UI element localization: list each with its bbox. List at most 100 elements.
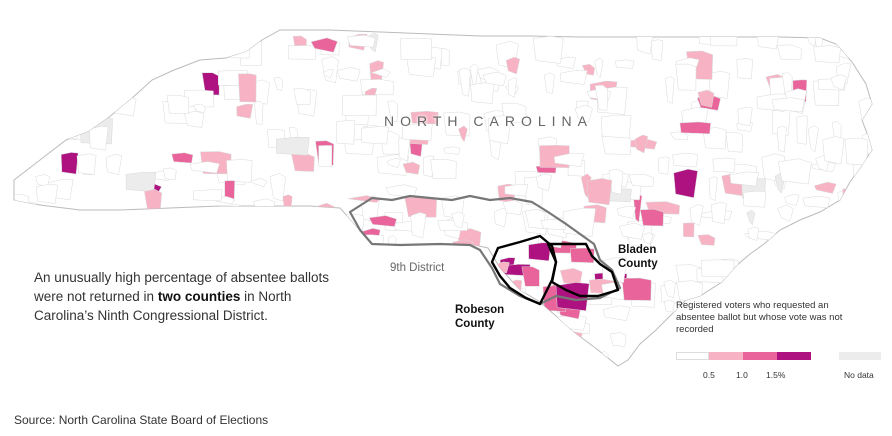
- precinct-shape: [363, 295, 390, 321]
- precinct-shape: [556, 56, 576, 69]
- precinct-shape: [252, 198, 276, 213]
- precinct-shape: [574, 104, 593, 123]
- precinct-shape: [105, 154, 123, 176]
- precinct-shape: [458, 125, 468, 143]
- precinct-shape: [866, 35, 872, 58]
- precinct-shape: [76, 65, 86, 78]
- precinct-shape: [400, 38, 432, 60]
- robeson-county-suffix: County: [455, 318, 495, 330]
- precinct-shape: [147, 211, 162, 241]
- precinct-shape: [609, 332, 627, 347]
- legend-title: Registered voters who requested an absen…: [676, 300, 843, 335]
- precinct-shape: [353, 305, 375, 334]
- precinct-shape: [254, 101, 264, 125]
- precinct-shape: [528, 242, 552, 262]
- precinct-shape: [95, 361, 124, 366]
- precinct-shape: [417, 289, 427, 301]
- precinct-shape: [679, 121, 711, 135]
- legend-swatch-bin-3: [743, 352, 777, 360]
- precinct-shape: [697, 89, 715, 108]
- precinct-shape: [346, 34, 376, 48]
- precinct-shape: [293, 88, 311, 105]
- precinct-shape: [663, 300, 675, 313]
- precinct-shape: [368, 215, 397, 227]
- precinct-shape: [223, 40, 251, 59]
- precinct-shape: [802, 195, 831, 209]
- precinct-shape: [45, 75, 57, 86]
- precinct-shape: [112, 356, 148, 366]
- precinct-shape: [214, 333, 235, 360]
- precinct-shape: [868, 171, 872, 196]
- precinct-shape: [394, 324, 425, 341]
- precinct-shape: [683, 222, 695, 238]
- bladen-county-outline: [546, 242, 620, 298]
- precinct-shape: [402, 161, 421, 175]
- precinct-shape: [771, 97, 805, 113]
- precinct-shape: [236, 103, 254, 119]
- precinct-shape: [225, 249, 237, 260]
- precinct-shape: [676, 280, 703, 302]
- precinct-shape: [162, 167, 177, 181]
- precinct-shape: [165, 325, 194, 338]
- precinct-shape: [756, 30, 780, 50]
- precinct-shape: [190, 240, 216, 253]
- annotation-text-end: in North Carolina’s Ninth Congressional …: [34, 289, 292, 323]
- precinct-shape: [108, 60, 121, 73]
- precinct-shape: [464, 266, 475, 297]
- precinct-shape: [16, 312, 36, 325]
- precinct-shape: [241, 236, 264, 257]
- precinct-shape: [664, 76, 675, 104]
- precinct-shape: [15, 202, 37, 219]
- precinct-shape: [600, 114, 632, 139]
- precinct-shape: [731, 266, 762, 275]
- precinct-shape: [725, 131, 743, 153]
- precinct-shape: [708, 176, 718, 201]
- precinct-shape: [397, 279, 424, 293]
- precinct-shape: [540, 219, 567, 230]
- precinct-shape: [834, 285, 854, 299]
- precinct-shape: [76, 153, 97, 176]
- precinct-shape: [505, 56, 521, 75]
- precinct-shape: [323, 69, 334, 79]
- precinct-shape: [36, 183, 58, 204]
- precinct-shape: [15, 126, 36, 138]
- precinct-shape: [276, 136, 310, 156]
- precinct-shape: [439, 48, 450, 66]
- precinct-shape: [521, 266, 540, 287]
- precinct-shape: [93, 220, 110, 243]
- precinct-shape: [370, 68, 391, 78]
- precinct-shape: [265, 353, 276, 366]
- precinct-shape: [807, 125, 819, 153]
- precinct-shape: [184, 110, 205, 128]
- precinct-shape: [452, 264, 472, 286]
- precinct-shape: [219, 252, 235, 267]
- precinct-shape: [711, 202, 727, 224]
- precinct-shape: [117, 238, 146, 266]
- precinct-shape: [502, 330, 530, 359]
- precinct-shape: [335, 266, 363, 276]
- precinct-shape: [250, 177, 268, 187]
- precinct-shape: [822, 136, 845, 165]
- precinct-shape: [507, 77, 518, 98]
- precinct-shape: [15, 236, 30, 261]
- precinct-shape: [813, 364, 839, 366]
- precinct-shape: [36, 129, 59, 142]
- precinct-shape: [352, 260, 382, 279]
- precinct-shape: [614, 59, 635, 69]
- precinct-shape: [798, 334, 817, 349]
- precinct-shape: [676, 337, 689, 347]
- precinct-shape: [339, 335, 355, 359]
- precinct-shape: [869, 42, 872, 57]
- precinct-shape: [269, 173, 286, 202]
- precinct-shape: [844, 137, 869, 166]
- precinct-shape: [737, 106, 753, 127]
- precinct-shape: [50, 235, 67, 260]
- precinct-shape: [586, 178, 613, 206]
- precinct-shape: [288, 45, 317, 60]
- precinct-shape: [14, 194, 29, 218]
- precinct-shape: [127, 349, 143, 366]
- precinct-shape: [282, 194, 293, 216]
- precinct-shape: [657, 156, 670, 175]
- precinct-shape: [410, 212, 427, 239]
- precinct-shape: [870, 104, 872, 126]
